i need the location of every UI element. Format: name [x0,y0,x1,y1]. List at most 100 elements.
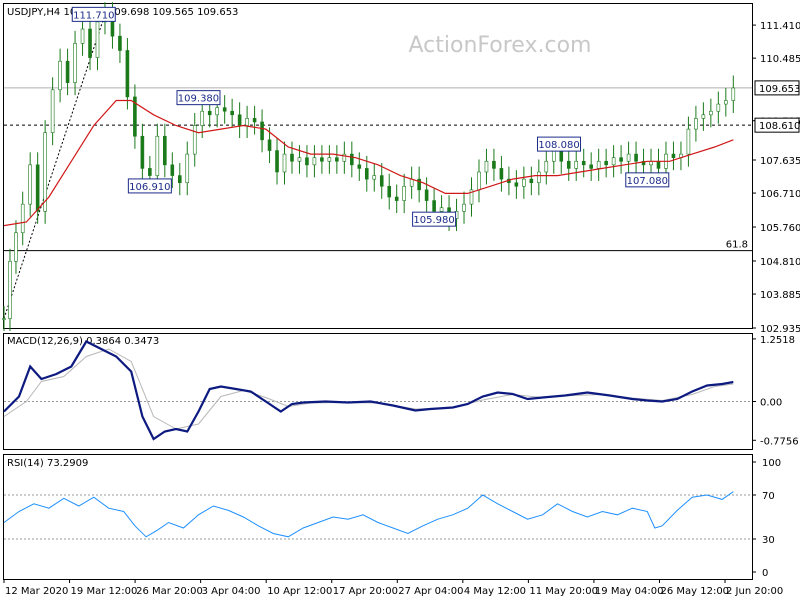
candle-body [559,150,564,162]
candle-body [8,261,12,319]
candle-body [364,168,369,180]
fib-level-label: 61.8 [726,240,748,251]
candle-body [372,175,377,180]
macd-tick-label: -0.7756 [760,436,799,447]
candle-body [709,110,713,116]
time-tick-label: 3 Apr 04:00 [202,586,261,597]
time-tick-label: 26 Mar 20:00 [136,586,203,597]
candle-body [424,189,429,201]
watermark: ActionForex.com [409,33,592,58]
rsi-tick-label: 0 [762,568,768,579]
candle-body [402,185,406,201]
candle-body [634,153,638,162]
candle-body [724,100,728,105]
candle-body [230,110,234,116]
symbol-header: USDJPY,H4 109.583 109.698 109.565 109.65… [7,7,238,18]
candle-body [701,114,706,119]
price-axis: 61.8111.410110.485108.735107.635106.7101… [726,21,800,335]
price-tick-label: 111.410 [760,21,800,32]
price-annotation-label: 106.910 [129,182,170,193]
candle-body [148,168,152,176]
candle-body [439,207,444,212]
candle-body [140,135,145,169]
candle-body [514,182,519,187]
candle-body [342,153,347,162]
candle-body [297,157,302,162]
rally-trendline [3,14,106,319]
candle-body [245,118,249,126]
candle-body [185,153,190,184]
candle-body [731,87,736,101]
rsi-tick-label: 30 [762,535,775,546]
time-tick-label: 10 Apr 12:00 [267,586,332,597]
macd-axis: 1.2518 0.00 -0.7756 [752,335,799,447]
candle-body [237,114,242,126]
candle-body [73,43,77,83]
candle-body [155,135,160,176]
candle-body [357,164,362,169]
candle-body [619,157,623,162]
candle-body [290,153,294,162]
price-tick-label: 105.760 [760,223,800,234]
candle-body [95,21,100,58]
candle-body [252,118,257,123]
candle-body [596,160,601,169]
price-tick-label: 102.935 [760,324,800,335]
candle-body [581,160,586,166]
candle-body [65,60,70,83]
rsi-label: RSI(14) 73.2909 [7,458,88,469]
candle-body [551,150,556,162]
time-tick-label: 2 Jun 20:00 [726,586,783,597]
candle-body [604,160,608,166]
candle-body [544,160,549,173]
price-annotation-label: 108.080 [538,140,579,151]
candle-body [387,185,392,198]
candle-body [611,157,616,166]
time-tick-label: 19 May 04:00 [595,586,664,597]
macd-series-layer [3,340,752,441]
candle-body [133,96,137,137]
rsi-tick-label: 100 [762,458,781,469]
candle-body [417,178,421,191]
candle-body [350,153,354,166]
candle-body [327,157,332,162]
price-annotation-box [537,136,582,152]
candle-body [477,171,481,191]
candle-body [499,168,504,180]
candle-body [529,178,534,184]
price-annotations: 111.710 109.380 106.910 105.980 108.080 107.0… [71,6,670,227]
candle-body [492,160,496,169]
candle-body [694,118,698,130]
time-tick-label: 19 Mar 12:00 [71,586,138,597]
price-annotation-box [176,90,221,106]
candle-body [200,110,205,126]
price-tick-label: 110.485 [760,54,800,65]
candle-body [88,28,92,58]
price-annotation-label: 109.380 [178,94,219,105]
candle-body [28,164,32,205]
candle-body [275,150,279,173]
moving-average-line [3,99,734,227]
rsi-tick-label: 70 [762,491,775,502]
candle-body [80,28,85,44]
price-annotation-label: 111.710 [73,10,114,21]
candle-body [43,132,47,212]
candle-body [207,110,212,116]
candle-body [50,89,55,133]
candle-body [469,189,474,205]
candle-body [118,35,122,51]
candle-body [170,164,175,176]
level-price-box-label: 108.610 [759,121,800,132]
candle-body [641,160,646,166]
macd-signal-line [3,348,734,430]
candle-body [462,203,466,212]
macd-label: MACD(12,26,9) 0.3864 0.3473 [7,336,159,347]
candle-body [2,318,6,320]
macd-panel-frame [3,333,753,450]
rsi-panel-frame [3,454,753,580]
candle-body [335,157,339,162]
candle-body [14,232,18,262]
price-tick-label: 106.710 [760,189,800,200]
